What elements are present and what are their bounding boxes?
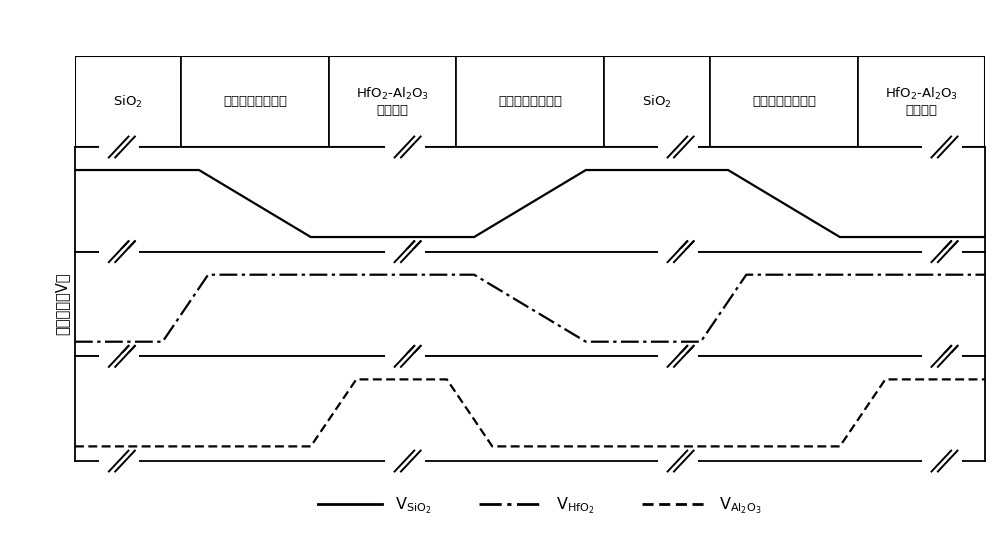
Text: 类三明治结构界面: 类三明治结构界面 xyxy=(498,95,562,108)
Text: SiO$_2$: SiO$_2$ xyxy=(642,93,672,109)
Text: HfO$_2$-Al$_2$O$_3$
复合材料: HfO$_2$-Al$_2$O$_3$ 复合材料 xyxy=(356,86,429,117)
Text: HfO$_2$-Al$_2$O$_3$
复合材料: HfO$_2$-Al$_2$O$_3$ 复合材料 xyxy=(885,86,958,117)
Bar xyxy=(858,56,985,147)
Y-axis label: 沉积速率（V）: 沉积速率（V） xyxy=(54,273,69,335)
Bar xyxy=(604,56,710,147)
Bar xyxy=(710,56,858,147)
Bar xyxy=(75,56,181,147)
Bar xyxy=(456,56,604,147)
Legend: V$_{\mathrm{SiO_2}}$, V$_{\mathrm{HfO_2}}$, V$_{\mathrm{Al_2O_3}}$: V$_{\mathrm{SiO_2}}$, V$_{\mathrm{HfO_2}… xyxy=(312,489,768,522)
Bar xyxy=(181,56,329,147)
Text: SiO$_2$: SiO$_2$ xyxy=(113,93,143,109)
Bar xyxy=(329,56,456,147)
Text: 类三明治结构界面: 类三明治结构界面 xyxy=(223,95,287,108)
Text: 类三明治结构界面: 类三明治结构界面 xyxy=(752,95,816,108)
